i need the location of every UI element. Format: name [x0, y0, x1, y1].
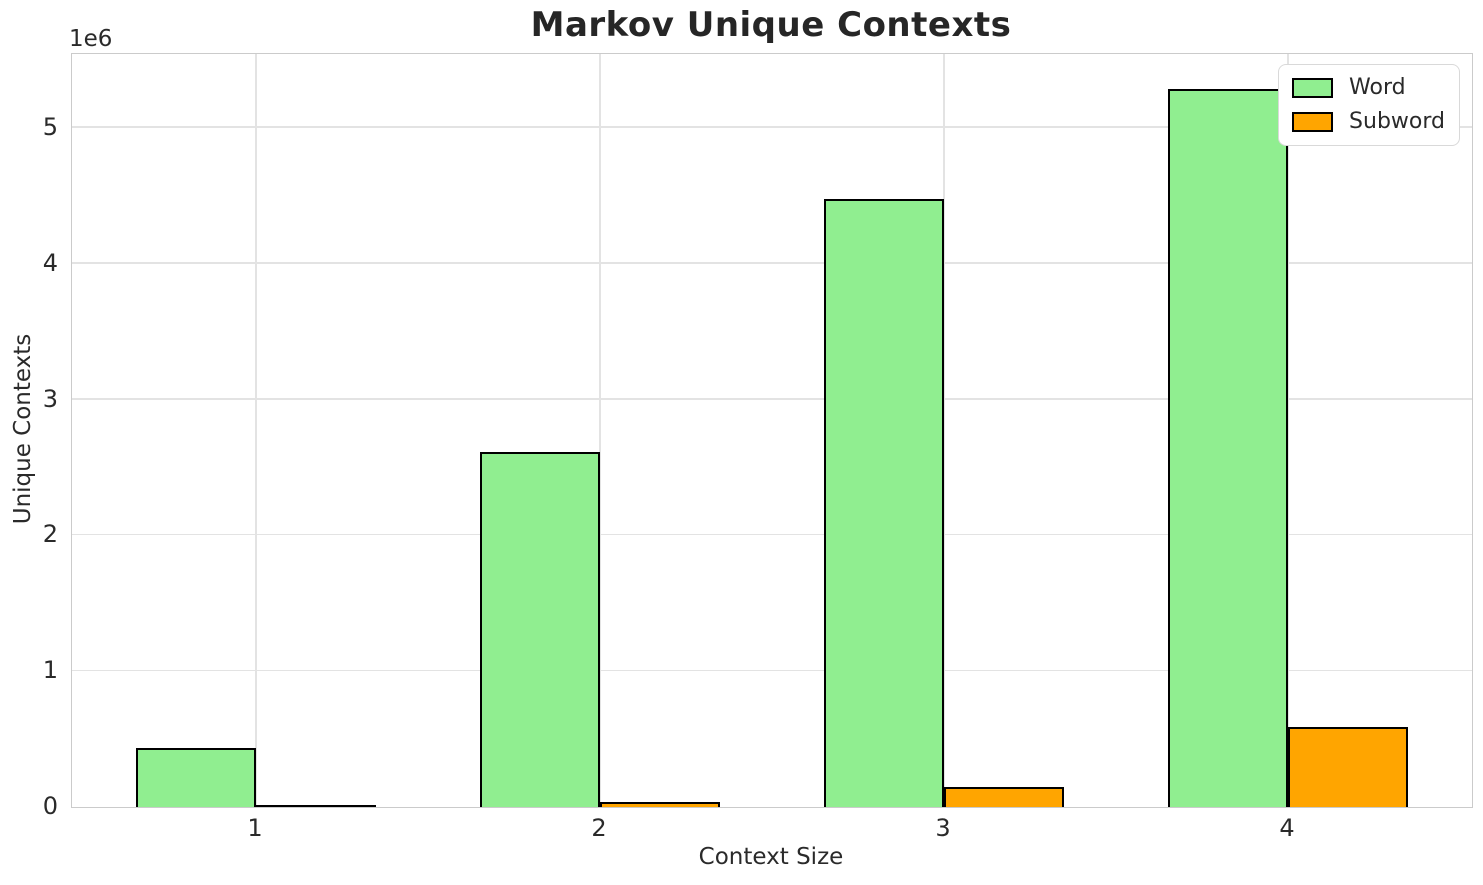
bar-subword-3 [943, 787, 1065, 807]
bar-subword-4 [1287, 727, 1409, 807]
chart-title: Markov Unique Contexts [530, 5, 1012, 45]
h-gridline [72, 398, 1472, 400]
x-tick-label: 1 [247, 814, 263, 842]
bar-word-1 [135, 747, 257, 807]
v-gridline [599, 54, 601, 807]
y-tick-label: 3 [42, 384, 58, 413]
y-tick-label: 4 [42, 248, 58, 277]
legend-swatch-word-icon [1292, 78, 1334, 98]
legend: Word Subword [1278, 64, 1460, 146]
bar-subword-2 [600, 801, 721, 807]
y-axis-label: Unique Contexts [10, 333, 36, 525]
bar-subword-1 [256, 805, 377, 807]
h-gridline [72, 533, 1472, 536]
x-tick-label: 2 [591, 814, 607, 842]
legend-label-subword: Subword [1349, 109, 1445, 134]
bar-word-2 [479, 451, 600, 807]
v-gridline [943, 54, 945, 807]
y-tick-label: 0 [42, 792, 58, 820]
x-axis-label: Context Size [698, 844, 844, 870]
legend-swatch-subword-icon [1292, 112, 1334, 132]
y-tick-label: 2 [42, 520, 58, 549]
x-tick-label: 3 [935, 814, 951, 842]
legend-entry-word: Word [1292, 76, 1445, 100]
h-gridline [72, 262, 1472, 264]
v-gridline [1287, 54, 1289, 807]
h-gridline [72, 126, 1472, 128]
bar-word-4 [1167, 88, 1288, 807]
y-tick-label: 5 [42, 112, 58, 141]
x-tick-label: 4 [1279, 814, 1295, 842]
y-tick-label: 1 [42, 656, 58, 685]
legend-label-word: Word [1349, 75, 1406, 100]
h-gridline [72, 669, 1472, 672]
y-axis-offset-label: 1e6 [69, 26, 113, 52]
legend-entry-subword: Subword [1292, 110, 1445, 134]
bar-word-3 [823, 198, 944, 807]
plot-area: Word Subword [71, 53, 1473, 808]
v-gridline [255, 54, 257, 807]
